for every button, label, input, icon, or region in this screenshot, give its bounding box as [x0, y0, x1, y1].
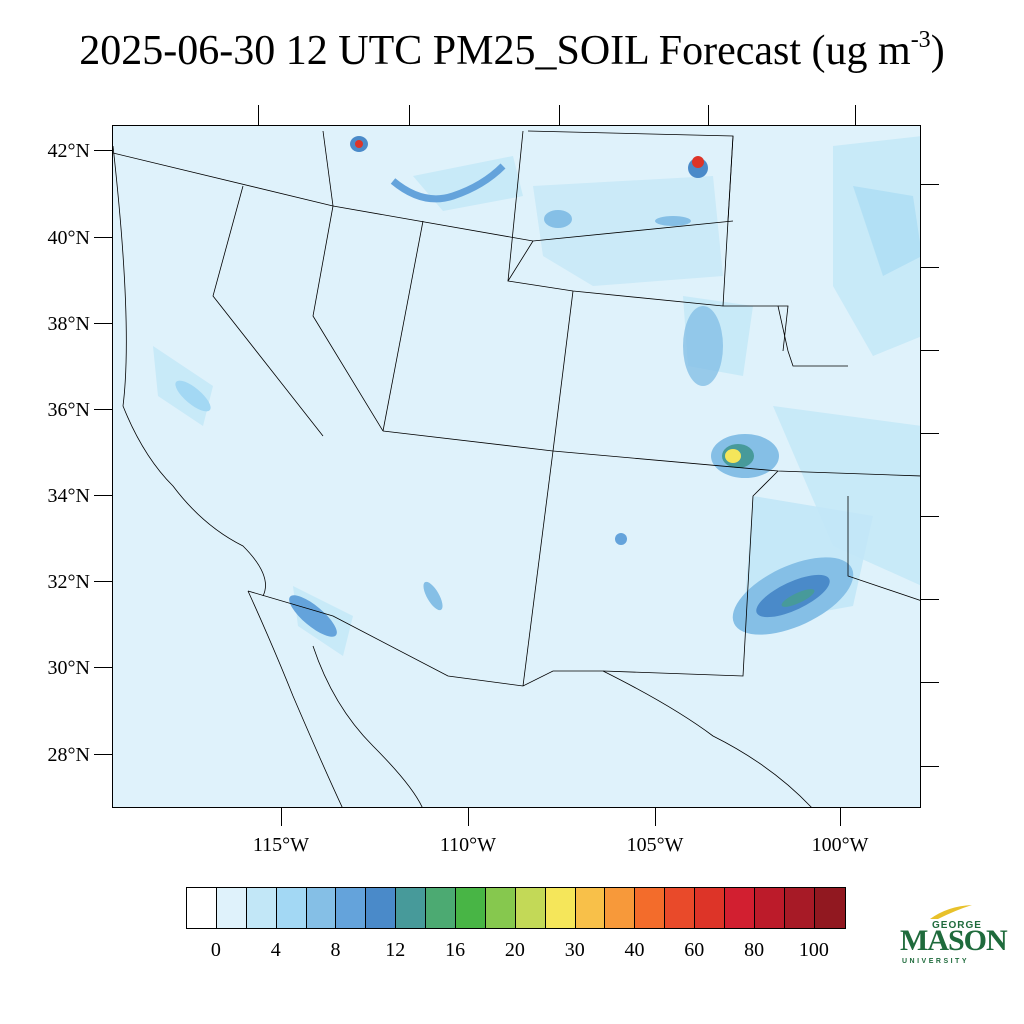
left-tick [94, 150, 112, 151]
lon-label-105w: 105°W [626, 834, 684, 856]
right-tick [921, 433, 939, 434]
bottom-tick [281, 808, 282, 826]
colorbar-label: 20 [504, 939, 525, 961]
colorbar-swatch [754, 888, 785, 928]
leaf-icon [930, 905, 972, 919]
colorbar-swatch [485, 888, 516, 928]
colorbar-swatch [665, 888, 696, 928]
left-tick [94, 754, 112, 755]
logo-line3: UNIVERSITY [902, 958, 970, 965]
top-tick [855, 105, 856, 125]
top-tick [559, 105, 560, 125]
top-tick [409, 105, 410, 125]
left-tick [94, 323, 112, 324]
colorbar-swatch [306, 888, 337, 928]
colorbar-label: 0 [210, 939, 221, 961]
colorbar-swatch [336, 888, 367, 928]
lon-label-115w: 115°W [252, 834, 310, 856]
colorbar-swatch [605, 888, 636, 928]
bottom-tick [655, 808, 656, 826]
colorbar-label: 100 [798, 939, 829, 961]
colorbar-swatch [216, 888, 247, 928]
title-closing: ) [930, 28, 945, 74]
title-superscript: -3 [910, 27, 931, 53]
forecast-map[interactable] [112, 125, 921, 808]
colorbar-label: 40 [624, 939, 645, 961]
colorbar-swatch [725, 888, 755, 928]
bottom-tick [840, 808, 841, 826]
concentration-hotspots [175, 136, 854, 637]
logo-line2: MASON [900, 924, 1008, 957]
colorbar-swatch [515, 888, 546, 928]
colorbar-swatch [187, 888, 217, 928]
right-tick [921, 516, 939, 517]
colorbar-swatch [456, 888, 486, 928]
left-tick [94, 495, 112, 496]
boundary-lines [113, 130, 920, 807]
gmu-logo: GEORGE MASON UNIVERSITY [898, 900, 1008, 966]
colorbar-label: 30 [564, 939, 585, 961]
colorbar-label: 16 [445, 939, 466, 961]
colorbar [186, 887, 846, 929]
colorbar-label: 12 [385, 939, 406, 961]
lon-label-110w: 110°W [439, 834, 497, 856]
left-tick [94, 667, 112, 668]
colorbar-swatch [366, 888, 397, 928]
right-tick [921, 682, 939, 683]
colorbar-swatch [396, 888, 427, 928]
colorbar-swatch [276, 888, 307, 928]
right-tick [921, 599, 939, 600]
colorbar-swatch [575, 888, 606, 928]
colorbar-swatch [246, 888, 277, 928]
colorbar-label: 4 [270, 939, 281, 961]
right-tick [921, 184, 939, 185]
bottom-tick [468, 808, 469, 826]
left-tick [94, 409, 112, 410]
lat-label-42n: 42°N [47, 140, 90, 162]
lat-label-40n: 40°N [47, 227, 90, 249]
lat-label-28n: 28°N [47, 744, 90, 766]
colorbar-swatch [814, 888, 845, 928]
right-tick [921, 267, 939, 268]
left-tick [94, 581, 112, 582]
colorbar-label: 60 [684, 939, 705, 961]
logo-line1: GEORGE [932, 920, 982, 931]
colorbar-label: 80 [744, 939, 765, 961]
lat-label-36n: 36°N [47, 399, 90, 421]
lat-label-34n: 34°N [47, 485, 90, 507]
right-tick [921, 766, 939, 767]
colorbar-swatch [695, 888, 726, 928]
colorbar-swatch [784, 888, 815, 928]
lon-label-100w: 100°W [811, 834, 869, 856]
colorbar-swatch [545, 888, 576, 928]
title-text: 2025-06-30 12 UTC PM25_SOIL Forecast (ug… [79, 28, 911, 74]
chart-title: 2025-06-30 12 UTC PM25_SOIL Forecast (ug… [0, 27, 1024, 74]
lat-label-32n: 32°N [47, 571, 90, 593]
lat-label-30n: 30°N [47, 657, 90, 679]
left-tick [94, 237, 112, 238]
map-canvas [113, 130, 920, 807]
lat-label-38n: 38°N [47, 313, 90, 335]
top-tick [708, 105, 709, 125]
colorbar-label: 8 [330, 939, 341, 961]
top-tick [258, 105, 259, 125]
colorbar-swatch [635, 888, 666, 928]
right-tick [921, 350, 939, 351]
colorbar-swatch [426, 888, 457, 928]
